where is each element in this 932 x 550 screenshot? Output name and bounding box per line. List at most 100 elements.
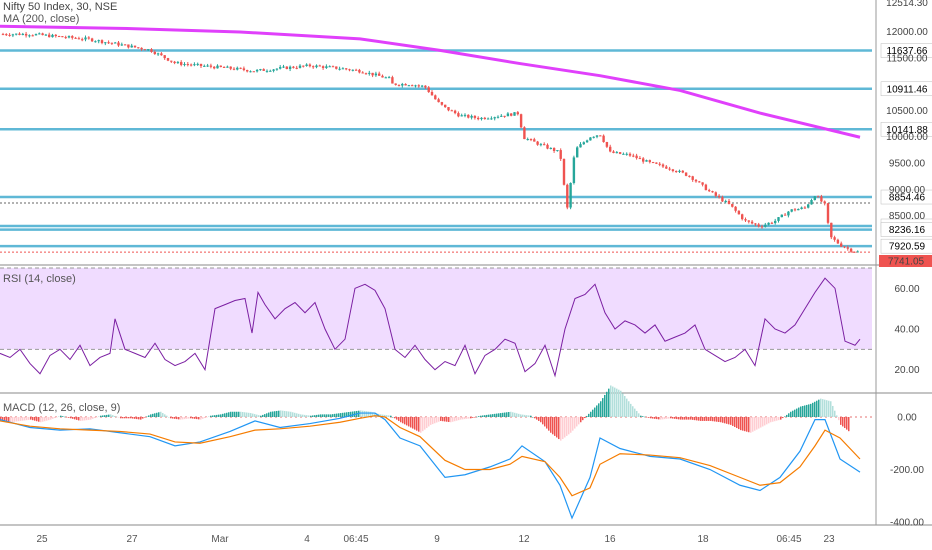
- rsi-band: [0, 268, 872, 350]
- macd-histogram-bar: [250, 413, 252, 417]
- macd-histogram-bar: [610, 385, 612, 417]
- macd-histogram-bar: [326, 414, 328, 417]
- candle-body: [823, 201, 826, 204]
- x-tick-1: 27: [126, 534, 138, 545]
- candle-body: [500, 115, 503, 117]
- candle-body: [176, 62, 180, 64]
- macd-histogram-bar: [536, 417, 538, 420]
- macd-histogram-bar: [64, 416, 66, 418]
- candle-body: [107, 42, 110, 44]
- macd-histogram-bar: [12, 417, 14, 422]
- candle-body: [569, 182, 572, 208]
- macd-histogram-bar: [644, 416, 646, 418]
- macd-histogram-bar: [170, 417, 172, 419]
- candle-body: [793, 209, 797, 211]
- rsi-pane[interactable]: [0, 267, 872, 378]
- candle-body: [44, 34, 48, 36]
- x-tick-3: 4: [304, 534, 310, 545]
- x-tick-10: 23: [823, 534, 835, 545]
- candle-body: [312, 66, 315, 68]
- candle-body: [285, 66, 288, 70]
- macd-histogram-bar: [120, 417, 122, 419]
- macd-histogram-bar: [166, 415, 168, 417]
- macd-histogram-bar: [264, 414, 266, 417]
- macd-histogram-bar: [514, 412, 516, 417]
- macd-histogram-bar: [404, 417, 406, 425]
- macd-histogram-bar: [732, 417, 734, 426]
- candle-body: [232, 68, 236, 70]
- macd-histogram-bar: [80, 417, 82, 421]
- candle-body: [437, 99, 440, 103]
- macd-histogram-bar: [716, 417, 718, 422]
- macd-histogram-bar: [332, 414, 334, 417]
- macd-histogram-bar: [626, 398, 628, 417]
- macd-histogram-bar: [516, 413, 518, 417]
- macd-histogram-bar: [46, 417, 48, 421]
- macd-histogram-bar: [800, 406, 802, 417]
- macd-histogram-bar: [26, 417, 28, 421]
- macd-histogram-bar: [30, 417, 32, 420]
- candle-body: [183, 64, 186, 66]
- candle-body: [67, 36, 71, 38]
- candle-body: [846, 247, 849, 249]
- macd-histogram-bar: [374, 412, 376, 417]
- price-axis[interactable]: 11637.6610911.4610141.888854.468303.8582…: [875, 0, 932, 529]
- macd-histogram-bar: [364, 410, 366, 417]
- candle-body: [803, 207, 807, 209]
- macd-histogram-bar: [630, 403, 632, 417]
- candle-body: [470, 115, 473, 118]
- macd-histogram-bar: [36, 417, 38, 422]
- macd-histogram-bar: [294, 412, 296, 417]
- macd-histogram-bar: [210, 415, 212, 417]
- candle-body: [351, 69, 354, 71]
- rsi-tick-0: 60.00: [894, 284, 919, 295]
- macd-histogram-bar: [6, 417, 8, 422]
- macd-histogram-bar: [730, 417, 732, 425]
- candle-body: [529, 139, 533, 141]
- macd-histogram-bar: [758, 417, 760, 429]
- candle-body: [411, 85, 414, 87]
- candle-body: [480, 117, 483, 120]
- macd-histogram-bar: [266, 413, 268, 417]
- macd-histogram-bar: [436, 417, 438, 423]
- candle-body: [100, 40, 104, 44]
- macd-histogram-bar: [482, 415, 484, 417]
- candle-body: [770, 222, 774, 224]
- macd-histogram-bar: [592, 409, 594, 417]
- macd-histogram-bar: [70, 417, 72, 419]
- macd-histogram-bar: [718, 417, 720, 422]
- candle-body: [833, 237, 836, 240]
- macd-histogram-bar: [242, 412, 244, 417]
- macd-histogram-bar: [278, 410, 280, 417]
- macd-histogram-bar: [746, 417, 748, 432]
- candle-body: [275, 68, 279, 70]
- candle-body: [546, 144, 549, 149]
- macd-histogram-bar: [782, 417, 784, 419]
- macd-histogram-bar: [312, 415, 314, 417]
- candle-body: [226, 66, 229, 68]
- macd-histogram-bar: [792, 410, 794, 417]
- macd-histogram-bar: [108, 414, 110, 417]
- macd-histogram-bar: [826, 400, 828, 417]
- macd-histogram-bar: [818, 399, 820, 417]
- macd-histogram-bar: [154, 413, 156, 417]
- macd-histogram-bar: [230, 411, 232, 417]
- macd-histogram-bar: [748, 417, 750, 433]
- macd-pane[interactable]: [0, 385, 872, 520]
- macd-histogram-bar: [692, 417, 694, 420]
- time-axis[interactable]: 25 27 Mar 4 06:45 9 12 16 18 06:45 23: [36, 534, 835, 545]
- candle-body: [54, 34, 57, 37]
- macd-histogram-bar: [526, 415, 528, 417]
- macd-histogram-bar: [576, 417, 578, 427]
- macd-histogram-bar: [494, 413, 496, 417]
- macd-histogram-bar: [724, 417, 726, 424]
- candle-body: [246, 70, 249, 72]
- macd-histogram-bar: [754, 417, 756, 431]
- macd-histogram-bar: [330, 414, 332, 417]
- candle-body: [147, 49, 150, 51]
- macd-histogram-bar: [410, 417, 412, 428]
- price-pane[interactable]: [0, 24, 932, 526]
- candle-body: [424, 85, 427, 88]
- macd-histogram-bar: [684, 417, 686, 420]
